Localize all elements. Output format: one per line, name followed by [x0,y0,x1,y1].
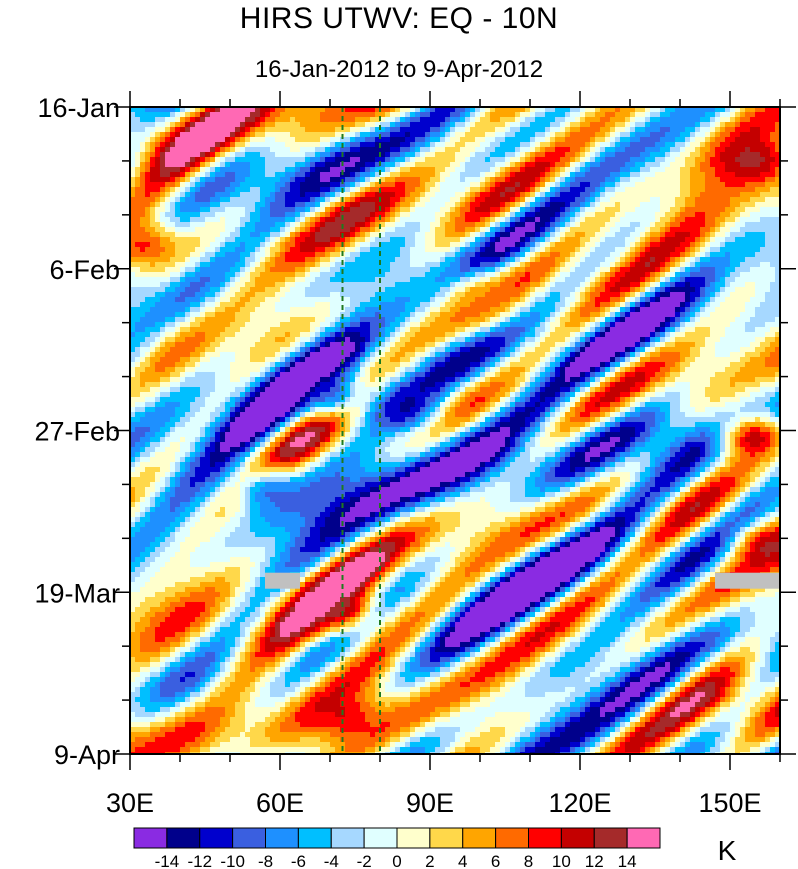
colorbar-label: -10 [220,852,245,869]
colorbar-swatch [496,828,529,848]
y-tick-label: 9-Apr [54,740,120,770]
x-tick-label: 30E [106,788,154,818]
colorbar-label: 0 [392,852,401,869]
colorbar-label: -8 [258,852,273,869]
y-tick-label: 27-Feb [34,417,120,447]
colorbar-swatch [364,828,397,848]
y-tick-label: 6-Feb [49,255,120,285]
colorbar-swatch [331,828,364,848]
colorbar-label: 14 [618,852,637,869]
anomaly-field [130,107,781,758]
colorbar-swatch [200,828,233,848]
colorbar-swatch [561,828,594,848]
x-tick-label: 90E [406,788,454,818]
colorbar-swatch [627,828,660,848]
colorbar-swatch [594,828,627,848]
colorbar-swatch [298,828,331,848]
missing-data-patch [265,573,300,589]
colorbar-swatch [134,828,167,848]
colorbar-label: -6 [291,852,306,869]
colorbar-swatch [266,828,299,848]
colorbar [134,828,660,848]
hovmoller-chart: 30E 60E 90E 120E 150E 16-Jan 6-Feb 27-Feb 19-Ma… [0,0,798,869]
colorbar-label: 12 [585,852,604,869]
x-tick-label: 120E [548,788,611,818]
x-tick-labels: 30E 60E 90E 120E 150E [106,788,762,818]
colorbar-label: 8 [524,852,533,869]
colorbar-swatch [233,828,266,848]
colorbar-label: 6 [491,852,500,869]
colorbar-labels: -14 -12 -10 -8 -6 -4 -2 0 2 4 6 8 10 12 14 [155,852,637,869]
y-tick-labels: 16-Jan 6-Feb 27-Feb 19-Mar 9-Apr [34,93,120,770]
y-tick-label: 16-Jan [37,93,120,123]
colorbar-label: -12 [187,852,212,869]
colorbar-units: K [718,835,737,866]
colorbar-label: -2 [357,852,372,869]
x-tick-label: 60E [256,788,304,818]
colorbar-label: 10 [552,852,571,869]
colorbar-label: 2 [425,852,434,869]
colorbar-label: -14 [155,852,180,869]
colorbar-swatch [397,828,430,848]
x-tick-label: 150E [698,788,761,818]
y-tick-label: 19-Mar [34,578,120,608]
colorbar-swatch [430,828,463,848]
colorbar-label: 4 [458,852,467,869]
colorbar-swatch [167,828,200,848]
colorbar-swatch [529,828,562,848]
missing-data-patch [715,573,780,589]
colorbar-swatch [463,828,496,848]
colorbar-label: -4 [324,852,339,869]
